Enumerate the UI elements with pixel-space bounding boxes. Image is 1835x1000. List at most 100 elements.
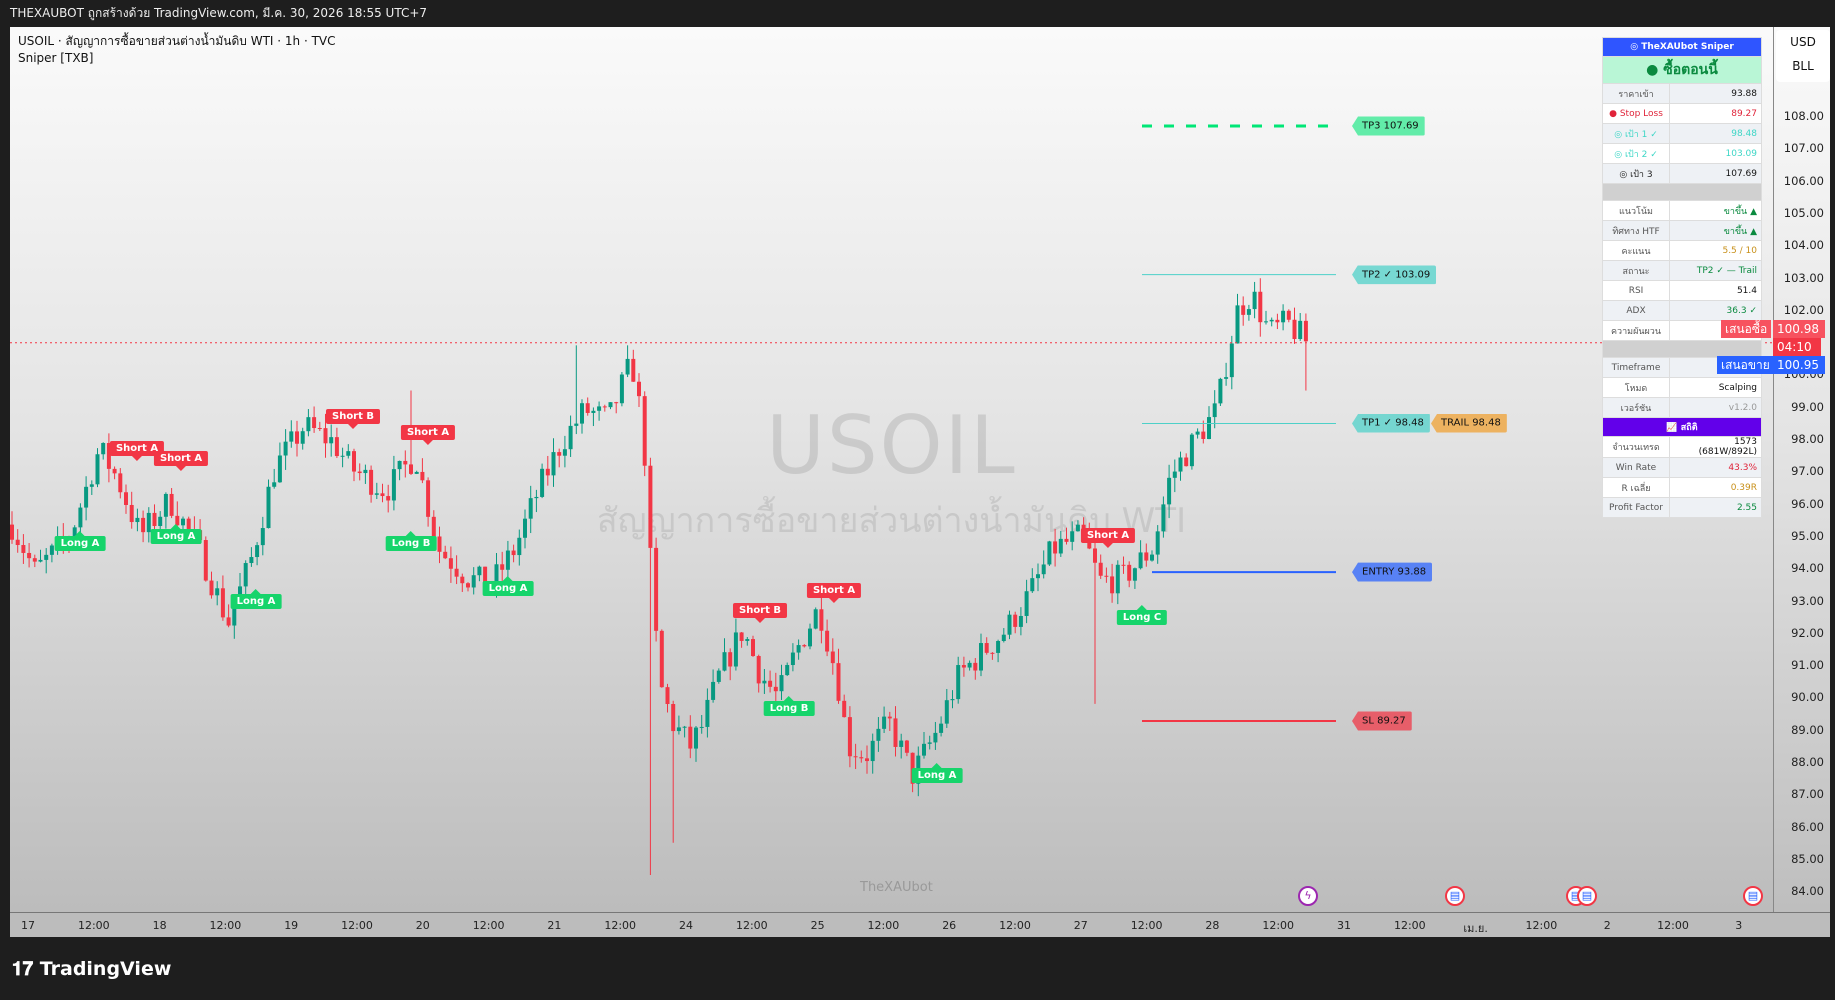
watermark-author: TheXAUbot (860, 880, 933, 895)
candle-body (27, 552, 32, 559)
candle-body (186, 518, 191, 530)
event-us-flag-icon[interactable]: ▤ (1743, 886, 1763, 906)
candle-body (540, 468, 545, 497)
panel-value: 98.48 (1669, 123, 1762, 144)
candle-body (1172, 471, 1177, 478)
candle-body (705, 699, 710, 727)
candle-body (1178, 457, 1183, 472)
candle-body (346, 451, 351, 456)
candle-body (49, 545, 54, 555)
candle-body (1138, 552, 1143, 569)
candle-body (1132, 568, 1137, 581)
candle-body (790, 652, 795, 666)
candle-body (352, 451, 356, 472)
candle-body (1212, 403, 1217, 418)
candle-body (306, 417, 311, 432)
candle-body (295, 431, 299, 444)
time-tick: 18 (152, 919, 167, 932)
candle-body (409, 464, 413, 474)
row-icon: ◎ (1619, 169, 1631, 180)
candle-body (1115, 564, 1120, 594)
candle-body (226, 617, 231, 626)
price-tick: 91.00 (1791, 658, 1824, 673)
short-signal-label: Short A (806, 583, 862, 604)
ask-label: เสนอขาย (1717, 356, 1774, 374)
price-tick: 96.00 (1791, 496, 1824, 511)
price-axis[interactable]: USD BLL 108.00 107.00 106.00 105.00 104.00 10… (1773, 27, 1830, 937)
candle-body (1161, 504, 1166, 532)
time-tick: 12:00 (735, 919, 768, 932)
panel-key-text: R เฉลี่ย (1621, 483, 1651, 494)
panel-key: แนวโน้ม (1602, 200, 1670, 221)
candle-body (1286, 310, 1291, 320)
panel-key: ADX (1602, 300, 1670, 321)
candle-body (659, 630, 664, 688)
candle-body (819, 609, 824, 631)
candle-body (694, 727, 698, 749)
candle-body (517, 537, 522, 556)
time-tick: 12:00 (604, 919, 637, 932)
bid-label: เสนอซื้อ (1721, 320, 1772, 338)
candle-body (454, 568, 459, 577)
short-signal-label: Short B (325, 408, 381, 429)
panel-key-text: Win Rate (1615, 462, 1657, 473)
candle-body (619, 374, 624, 404)
panel-value: ขาขึ้น ▲ (1669, 220, 1762, 241)
candle-body (1195, 431, 1200, 435)
panel-key: ราคาเข้า (1602, 83, 1670, 104)
symbol-line[interactable]: USOIL · สัญญาการซื้อขายส่วนต่างน้ำมันดิบ… (18, 34, 336, 48)
short-signal-label: Short A (1080, 528, 1136, 549)
candle-body (523, 518, 527, 538)
candle-body (1036, 574, 1040, 579)
candle-body (1064, 538, 1069, 542)
candle-body (1269, 319, 1274, 322)
panel-key: ทิศทาง HTF (1602, 220, 1670, 241)
currency-box[interactable]: USD BLL (1776, 30, 1830, 82)
candle-body (158, 516, 163, 527)
candle-body (471, 575, 476, 588)
chart-pane[interactable]: USOIL สัญญาการซื้อขายส่วนต่างน้ำมันดิบ W… (10, 27, 1773, 912)
time-axis[interactable]: 17 12:00 18 12:00 19 12:00 20 12:00 21 12:00 24 12:… (10, 912, 1830, 937)
panel-key: Win Rate (1602, 457, 1670, 478)
candle-body (72, 527, 77, 541)
time-tick: 12:00 (1657, 919, 1689, 932)
candle-body (887, 716, 892, 719)
unit-label: BLL (1792, 59, 1814, 73)
candle-body (363, 469, 368, 474)
indicator-name[interactable]: Sniper [TXB] (18, 51, 94, 65)
event-us-flag-icon[interactable]: ▤ (1445, 886, 1465, 906)
candle-body (562, 449, 567, 456)
long-signal-label: Long A (911, 763, 963, 784)
price-tick: 94.00 (1791, 561, 1824, 576)
candle-body (751, 639, 755, 657)
candle-body (101, 443, 106, 455)
candle-body (836, 663, 841, 701)
candle-body (961, 665, 966, 668)
candle-body (739, 632, 744, 641)
panel-key-text: ราคาเข้า (1618, 89, 1654, 100)
candle-body (283, 441, 288, 456)
candle-body (591, 410, 596, 413)
candle-body (215, 588, 220, 596)
candle-body (1144, 552, 1149, 561)
price-tick: 108.00 (1783, 109, 1824, 123)
chart-legend[interactable]: USOIL · สัญญาการซื้อขายส่วนต่างน้ำมันดิบ… (18, 33, 336, 67)
candle-body (1252, 291, 1257, 310)
candle-body (1275, 319, 1280, 323)
candle-body (15, 539, 20, 546)
candle-body (374, 493, 379, 495)
candle-body (762, 680, 767, 684)
level-tag: TP1 ✓ 98.48 (1352, 413, 1430, 433)
short-signal-label: Short A (400, 425, 456, 445)
event-lightning-icon[interactable]: ϟ (1298, 886, 1318, 906)
candle-body (391, 469, 396, 501)
panel-value: 2.55 (1669, 497, 1762, 518)
level-tag: TP3 107.69 (1352, 116, 1425, 136)
candle-body (78, 507, 83, 528)
candle-body (255, 545, 260, 558)
candle-body (1110, 576, 1115, 594)
event-us-flag-icon[interactable]: ▤ (1577, 886, 1597, 906)
price-tick: 105.00 (1783, 205, 1824, 220)
candle-body (300, 431, 305, 444)
candle-body (220, 588, 225, 618)
